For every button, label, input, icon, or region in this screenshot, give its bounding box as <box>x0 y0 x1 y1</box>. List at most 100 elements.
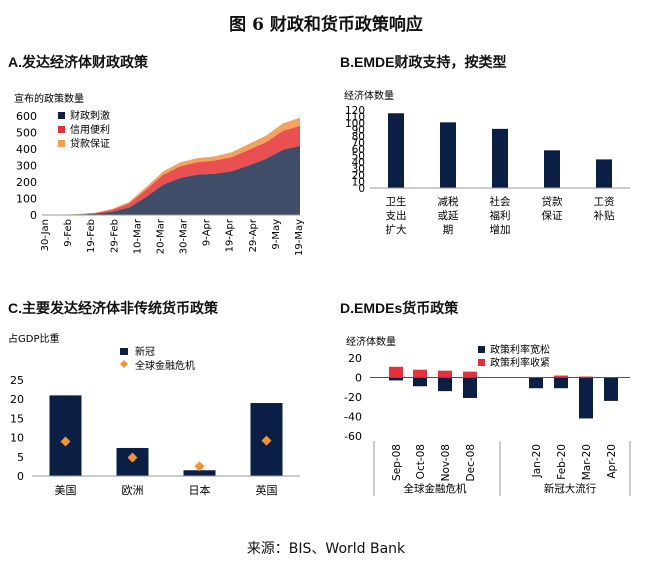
panel-b-bar <box>596 159 612 188</box>
panel-d-xtick: Feb-20 <box>556 444 568 480</box>
panel-d-legend-swatch <box>478 346 485 353</box>
panel-b-xtick: 减税 <box>438 195 459 208</box>
panel-b-xtick: 贷款 <box>542 195 563 208</box>
panel-d-bar-tightening <box>438 370 452 378</box>
panel-a: A.发达经济体财政政策 宣布的政策数量 0 100 200 300 400 500 600 30… <box>0 48 326 278</box>
panel-d-chart: 经济体数量 20 0 -20 -40 -60 Sep-08 Oct-08 Nov-08 Dec-0… <box>344 335 631 496</box>
panel-a-xtick: 19-Apr <box>225 218 236 252</box>
panel-c-xtick: 日本 <box>189 483 211 497</box>
panel-c-title: C.主要发达经济体非传统货币政策 <box>8 300 218 316</box>
panel-b-ytick: 20 <box>352 170 365 182</box>
panel-b-xtick: 支出 <box>386 209 407 222</box>
panel-d-xtick: Dec-08 <box>465 444 477 481</box>
panel-d-ytick: -40 <box>344 411 362 424</box>
panel-a-xtick: 30-Jan <box>40 219 51 251</box>
panel-a-legend-swatch <box>58 112 65 119</box>
panel-a-ytick: 100 <box>16 193 37 206</box>
panel-c-ytick: 15 <box>10 412 24 425</box>
panel-d-xtick: Nov-08 <box>440 444 452 481</box>
panel-c-legend-label: 新冠 <box>135 345 155 358</box>
panel-d-ylabel: 经济体数量 <box>346 335 396 348</box>
panel-a-xtick: 10-Mar <box>132 218 143 254</box>
panel-d-xtick: Oct-08 <box>415 444 427 479</box>
panel-a-legend-label: 信用便利 <box>70 123 110 136</box>
panel-d: D.EMDEs货币政策 经济体数量 20 0 -20 -40 -60 Sep-08 Oct-0… <box>330 294 652 504</box>
panel-c-legend-label: 全球金融危机 <box>135 359 195 372</box>
panel-d-group-label: 全球金融危机 <box>404 482 467 495</box>
panel-b-ytick: 30 <box>352 164 365 176</box>
panel-d-bar-easing <box>463 377 477 398</box>
panel-b-ytick: 70 <box>352 138 365 150</box>
panel-a-ytick: 500 <box>16 127 37 140</box>
panel-b-bar <box>440 122 456 188</box>
panel-b-ytick: 120 <box>345 105 365 117</box>
panel-b-xtick: 保证 <box>542 209 563 222</box>
panel-a-ytick: 300 <box>16 160 37 173</box>
panel-d-ytick: 20 <box>348 352 362 365</box>
panel-d-group-label: 新冠大流行 <box>544 482 597 495</box>
panel-d-bar-easing <box>579 377 593 419</box>
panel-a-xtick: 9-Apr <box>202 218 213 246</box>
panel-a-legend-swatch <box>58 126 65 133</box>
panel-a-xtick: 30-Mar <box>179 218 190 254</box>
figure-title: 图 6 财政和货币政策响应 <box>229 15 423 35</box>
panel-d-legend-swatch <box>478 359 485 366</box>
panel-b-ytick: 90 <box>352 125 365 137</box>
panel-c-diamond <box>60 436 71 447</box>
panel-a-xtick: 9-May <box>271 219 282 250</box>
panel-b-ytick: 0 <box>358 183 365 195</box>
panel-b-xtick: 卫生 <box>386 195 407 208</box>
panel-c-bar <box>183 470 216 476</box>
panel-d-bar-tightening <box>554 375 568 378</box>
panel-a-area-1 <box>44 145 300 215</box>
panel-c-legend-diamond <box>120 360 128 368</box>
panel-b-bar <box>492 128 508 188</box>
panel-d-xtick: Jan-20 <box>531 444 543 478</box>
panel-c-ylabel: 占GDP比重 <box>8 332 59 345</box>
panel-b-xtick: 社会 <box>490 195 511 208</box>
panel-a-xtick: 19-Feb <box>86 219 97 253</box>
panel-c-xtick: 美国 <box>55 484 77 497</box>
panel-b-xtick: 或延 <box>438 210 459 222</box>
panel-a-xtick: 20-Mar <box>155 218 166 254</box>
panel-a-xtick: 19-May <box>294 219 305 256</box>
panel-d-bar-easing <box>529 377 543 389</box>
panel-b-xtick: 工资 <box>594 196 615 208</box>
panel-a-xtick: 9-Feb <box>63 219 74 247</box>
panel-d-ytick: -60 <box>344 430 362 443</box>
panel-d-bar-tightening <box>463 371 477 378</box>
panel-b-xtick: 福利 <box>490 209 511 222</box>
panel-d-xtick: Sep-08 <box>391 444 403 481</box>
panel-b-xtick: 扩大 <box>386 223 407 236</box>
panel-b-ytick: 10 <box>352 177 365 189</box>
panel-c-ytick: 20 <box>10 393 24 406</box>
panel-a-xtick: 29-Feb <box>109 219 120 253</box>
panel-a-legend-swatch <box>58 140 65 147</box>
panel-b-xtick: 期 <box>443 224 454 236</box>
panel-d-bar-easing <box>604 377 618 401</box>
panel-d-legend-label: 政策利率宽松 <box>490 343 550 356</box>
panel-a-chart: 宣布的政策数量 0 100 200 300 400 500 600 30-Jan 9-Feb 19-… <box>14 92 305 256</box>
panel-b-ytick: 110 <box>345 112 365 124</box>
source-note: 来源：BIS、World Bank <box>246 541 406 557</box>
panel-d-bar-tightening <box>389 366 403 378</box>
panel-a-ylabel: 宣布的政策数量 <box>14 92 84 105</box>
panel-c-diamond <box>127 452 138 463</box>
panel-a-legend-label: 贷款保证 <box>70 137 110 150</box>
panel-d-bar-easing <box>554 377 568 389</box>
panel-c-xtick: 欧洲 <box>122 484 144 497</box>
panel-b-bar <box>544 150 560 188</box>
panel-d-xtick: Apr-20 <box>606 444 618 479</box>
panel-d-bar-easing <box>438 377 452 392</box>
panel-a-ytick: 0 <box>30 209 37 222</box>
panel-b: B.EMDE财政支持，按类型 经济体数量 0 10 20 30 40 50 60 70 80 90 1… <box>330 48 652 278</box>
panel-c-diamond <box>261 435 272 446</box>
panel-b-bar <box>388 113 404 188</box>
panel-a-ytick: 200 <box>16 176 37 189</box>
panel-d-legend-label: 政策利率收紧 <box>490 356 550 369</box>
panel-c-ytick: 5 <box>17 451 24 464</box>
panel-c-bar <box>49 395 82 476</box>
panel-b-xtick: 增加 <box>490 223 511 236</box>
